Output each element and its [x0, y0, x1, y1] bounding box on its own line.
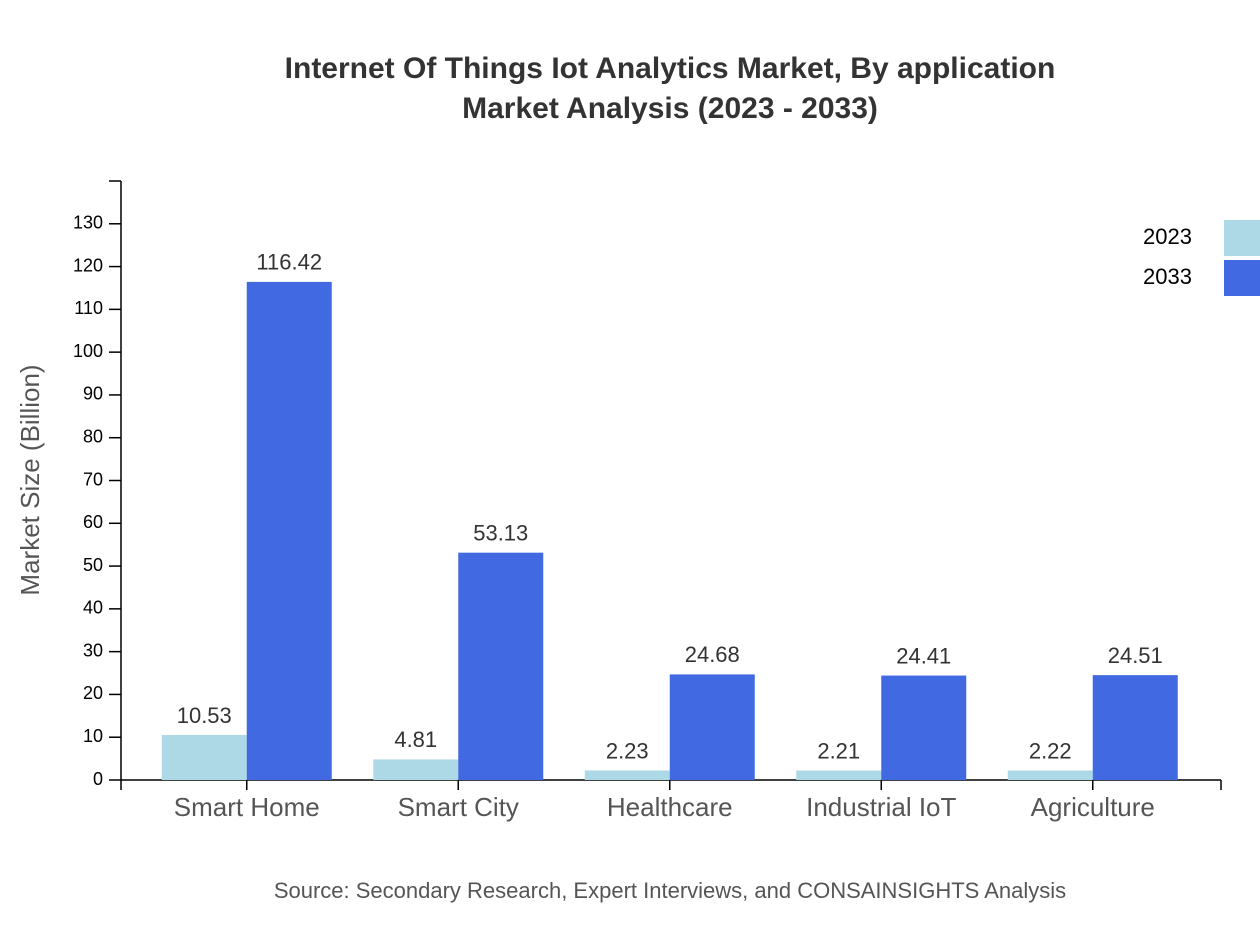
- bar: [161, 734, 247, 780]
- y-tick-label: 10: [83, 726, 103, 746]
- value-label: 10.53: [177, 703, 232, 728]
- value-label: 2.22: [1029, 738, 1072, 763]
- bar: [881, 675, 967, 780]
- bar: [796, 770, 882, 780]
- source-note: Source: Secondary Research, Expert Inter…: [274, 878, 1066, 903]
- bar: [1092, 675, 1178, 780]
- y-tick-label: 60: [83, 512, 103, 532]
- y-tick-label: 80: [83, 426, 103, 446]
- y-tick-label: 90: [83, 384, 103, 404]
- y-axis-title: Market Size (Billion): [15, 364, 45, 595]
- x-tick-label: Industrial IoT: [806, 792, 956, 822]
- chart-title: Internet Of Things Iot Analytics Market,…: [285, 52, 1056, 85]
- y-tick-label: 30: [83, 640, 103, 660]
- y-tick-label: 120: [73, 255, 103, 275]
- y-tick-label: 50: [83, 555, 103, 575]
- value-label: 53.13: [473, 520, 528, 545]
- x-tick-label: Healthcare: [607, 792, 733, 822]
- bar: [1007, 770, 1093, 780]
- y-tick-label: 20: [83, 683, 103, 703]
- chart-subtitle: Market Analysis (2023 - 2033): [462, 92, 878, 125]
- y-tick-label: 40: [83, 598, 103, 618]
- bar: [246, 281, 332, 780]
- y-tick-label: 0: [93, 769, 103, 789]
- value-label: 2.23: [606, 738, 649, 763]
- bar: [458, 552, 544, 780]
- value-label: 24.41: [896, 643, 951, 668]
- legend-swatch: [1224, 260, 1260, 296]
- x-tick-label: Smart Home: [174, 792, 320, 822]
- bar: [669, 674, 755, 780]
- value-label: 4.81: [394, 727, 437, 752]
- y-tick-label: 70: [83, 469, 103, 489]
- value-label: 24.51: [1108, 643, 1163, 668]
- legend-label: 2033: [1143, 264, 1192, 289]
- legend-label: 2023: [1143, 224, 1192, 249]
- value-label: 24.68: [685, 642, 740, 667]
- y-tick-label: 110: [74, 298, 103, 318]
- bar: [373, 759, 459, 780]
- value-label: 116.42: [256, 250, 322, 275]
- value-label: 2.21: [817, 738, 860, 763]
- bar: [584, 770, 670, 780]
- x-tick-label: Smart City: [398, 792, 519, 822]
- legend-swatch: [1224, 220, 1260, 256]
- x-tick-label: Agriculture: [1031, 792, 1155, 822]
- y-tick-label: 130: [73, 213, 103, 233]
- y-tick-label: 100: [73, 341, 103, 361]
